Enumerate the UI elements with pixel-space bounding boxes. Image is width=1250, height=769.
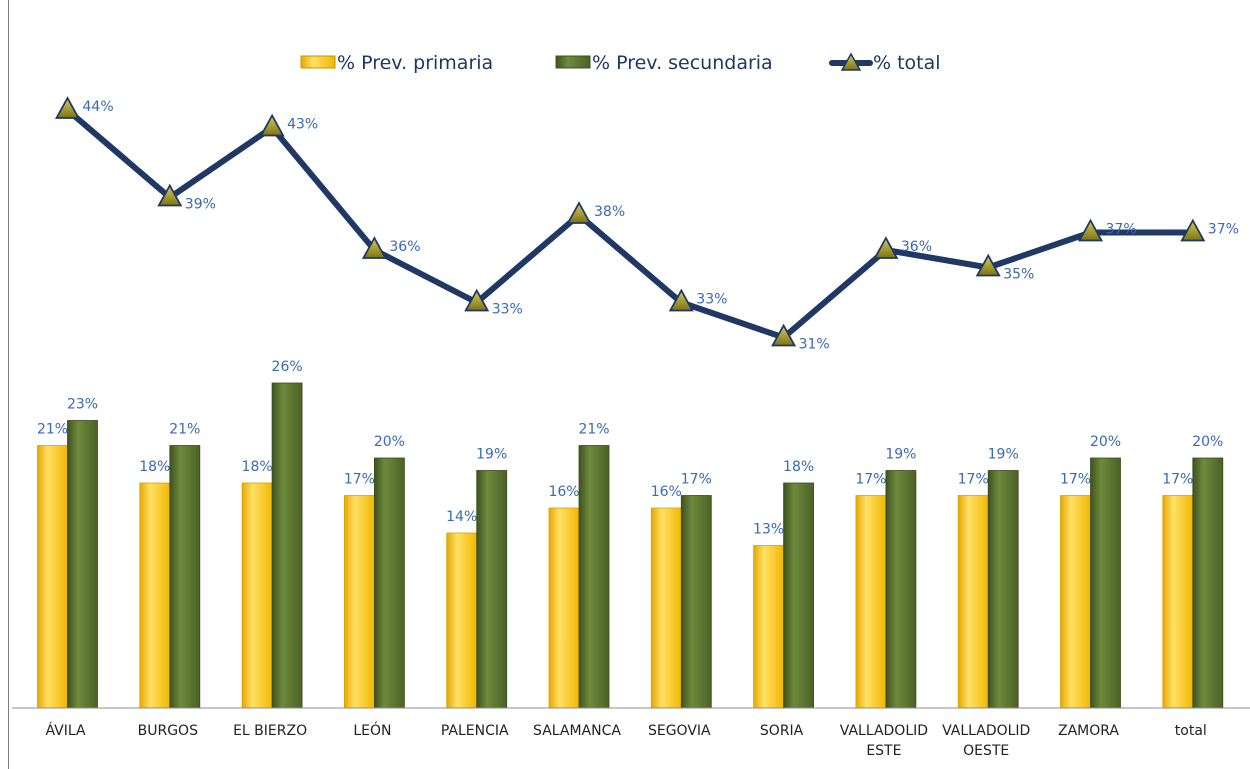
line-label-5: 38% [594,204,625,220]
legend: % Prev. primaria % Prev. secundaria % tota… [300,52,941,74]
line-label-10: 37% [1106,222,1137,238]
category-label-9-line0: VALLADOLID [942,723,1030,739]
category-label-0: ÁVILA [45,722,86,739]
legend-swatch-primary [300,55,336,69]
bar-secondary-9 [987,470,1019,709]
bar-primary-label-10: 17% [1060,472,1091,488]
legend-swatch-secondary [555,55,591,69]
bar-primary-10 [1060,495,1091,709]
line-label-11: 37% [1208,222,1239,238]
line-label-4: 33% [492,302,523,318]
line-marker-10 [1077,218,1104,242]
bar-secondary-10 [1090,457,1121,709]
bar-secondary-3 [373,457,405,709]
bar-secondary-label-9: 19% [988,447,1019,463]
line-label-3: 36% [389,239,420,255]
bar-secondary-6 [680,495,712,709]
line-marker-0 [54,96,81,119]
bar-primary-7 [753,545,784,709]
bar-secondary-label-6: 17% [681,472,712,488]
line-marker-4 [464,288,490,312]
line-label-1: 39% [185,197,216,213]
category-label-1: BURGOS [138,723,198,739]
bar-primary-label-3: 17% [344,472,375,488]
category-label-4: PALENCIA [441,723,509,739]
bar-secondary-label-1: 21% [169,422,200,438]
line-label-9: 35% [1003,267,1034,283]
bar-primary-3 [343,495,375,709]
bar-primary-label-5: 16% [548,484,579,500]
legend-label-secondary: % Prev. secundaria [592,52,773,74]
line-marker-8 [873,236,899,259]
category-label-5: SALAMANCA [533,723,621,739]
bar-secondary-label-3: 20% [374,434,405,450]
line-label-2: 43% [287,117,318,133]
bar-primary-1 [139,482,171,709]
category-label-10: ZAMORA [1058,723,1119,739]
category-label-8-line0: VALLADOLID [840,723,928,739]
category-label-8-line1: ESTE [866,743,901,759]
category-label-11: total [1175,723,1207,739]
category-label-2: EL BIERZO [233,723,307,739]
line-marker-7 [771,323,797,347]
bar-primary-label-1: 18% [139,459,170,475]
line-marker-9 [975,253,1001,277]
bar-secondary-4 [476,470,508,709]
line-label-7: 31% [799,337,830,353]
line-series-group: 44% 39% 43% 36% 33% 38% 33% 31% 36% 35% 37% 37% [54,96,1239,353]
bar-primary-6 [650,507,682,709]
bar-primary-label-7: 13% [753,522,784,538]
bar-secondary-label-11: 20% [1192,434,1223,450]
bar-secondary-2 [271,382,303,709]
bar-secondary-11 [1192,457,1224,709]
bar-secondary-7 [783,482,814,709]
bar-secondary-label-0: 23% [67,397,98,413]
line-marker-1 [157,183,183,207]
bar-secondary-label-8: 19% [885,447,916,463]
bar-secondary-label-7: 18% [783,459,814,475]
bar-secondary-1 [169,445,201,709]
bar-primary-8 [855,495,887,709]
category-label-3: LEÓN [353,721,391,739]
line-label-8: 36% [901,239,932,255]
line-label-6: 33% [696,292,727,308]
category-label-9-line1: OESTE [963,743,1009,759]
bar-primary-9 [957,495,989,709]
legend-marker-total [840,52,862,71]
bar-primary-label-6: 16% [651,484,682,500]
bar-primary-label-11: 17% [1162,472,1193,488]
bar-primary-label-4: 14% [446,509,477,525]
line-marker-5 [566,201,592,224]
line-total [64,107,1196,341]
bar-primary-4 [446,532,478,709]
line-label-0: 44% [83,99,114,115]
bar-series-group: 21%23%18%21%18%26%17%20%14%19%16%21%16%1… [37,359,1224,709]
category-labels: ÁVILA BURGOS EL BIERZO LEÓN PALENCIA SALAMANC… [45,721,1206,759]
bar-secondary-0 [67,420,98,709]
bar-secondary-label-2: 26% [272,359,303,375]
bar-secondary-8 [885,470,917,709]
line-marker-11 [1180,218,1206,242]
bar-secondary-label-10: 20% [1090,434,1121,450]
legend-label-total: % total [873,52,941,74]
legend-label-primary: % Prev. primaria [337,52,493,74]
bar-primary-5 [548,507,580,709]
bar-primary-label-9: 17% [958,472,989,488]
bar-primary-2 [241,482,273,709]
bar-primary-label-8: 17% [855,472,886,488]
bar-secondary-label-4: 19% [476,447,507,463]
line-marker-6 [668,288,694,312]
line-marker-2 [259,113,285,137]
bar-primary-11 [1162,495,1194,709]
bar-secondary-label-5: 21% [578,422,609,438]
chart-frame [8,0,1250,769]
bar-primary-0 [37,445,68,709]
bar-primary-label-0: 21% [37,422,68,438]
category-label-7: SORIA [760,723,804,739]
bar-primary-label-2: 18% [242,459,273,475]
category-label-6: SEGOVIA [648,723,711,739]
bar-secondary-5 [578,445,610,709]
line-marker-3 [361,236,387,259]
